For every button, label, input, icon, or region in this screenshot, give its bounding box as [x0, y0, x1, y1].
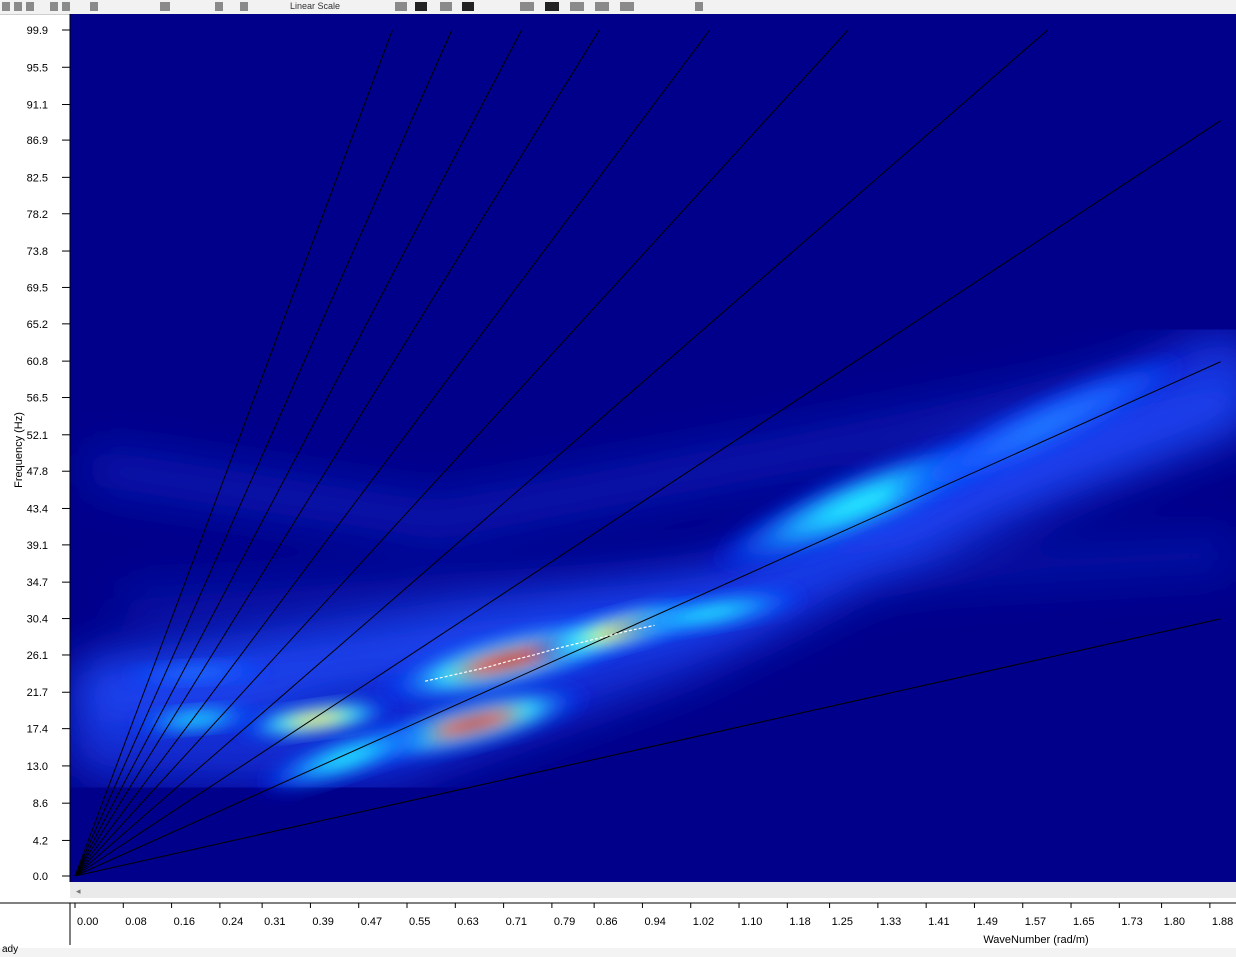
toolbar-button[interactable] [395, 2, 407, 11]
toolbar-button[interactable] [595, 2, 609, 11]
y-tick-label: 8.6 [33, 798, 48, 810]
x-tick-label: 1.18 [789, 916, 810, 928]
y-tick-label: 21.7 [27, 687, 48, 699]
x-tick-label: 1.65 [1073, 916, 1094, 928]
x-tick-label: 0.08 [125, 916, 146, 928]
x-tick-label: 1.73 [1121, 916, 1142, 928]
y-tick-label: 4.2 [33, 835, 48, 847]
toolbar-button[interactable] [50, 2, 58, 11]
toolbar-button[interactable] [620, 2, 634, 11]
y-axis-label: Frequency (Hz) [13, 412, 25, 488]
y-tick-label: 52.1 [27, 430, 48, 442]
x-tick-label: 1.49 [976, 916, 997, 928]
x-tick-label: 1.25 [832, 916, 853, 928]
y-tick-label: 34.7 [27, 577, 48, 589]
toolbar-button[interactable] [415, 2, 427, 11]
toolbar-button[interactable] [570, 2, 584, 11]
y-tick-label: 86.9 [27, 135, 48, 147]
scroll-left-arrow[interactable]: ◂ [76, 886, 81, 896]
horizontal-scrollbar[interactable] [70, 882, 1236, 898]
x-tick-label: 0.63 [457, 916, 478, 928]
y-tick-label: 91.1 [27, 100, 48, 112]
toolbar-button[interactable] [440, 2, 452, 11]
y-tick-label: 78.2 [27, 209, 48, 221]
velocity-line [74, 29, 1048, 877]
y-tick-label: 47.8 [27, 466, 48, 478]
toolbar-button[interactable] [695, 2, 703, 11]
velocity-line [74, 29, 393, 877]
y-tick-label: 13.0 [27, 761, 48, 773]
y-tick-label: 69.5 [27, 282, 48, 294]
x-tick-label: 0.94 [644, 916, 665, 928]
y-tick-label: 65.2 [27, 319, 48, 331]
velocity-line [74, 29, 711, 877]
energy-concentration [600, 587, 818, 640]
energy-concentration [886, 350, 1196, 504]
heatmap-layer [70, 29, 1236, 877]
status-bar: ady [0, 944, 1236, 957]
toolbar-button[interactable] [26, 2, 34, 11]
y-tick-label: 26.1 [27, 650, 48, 662]
energy-band [120, 539, 1236, 621]
velocity-line [74, 120, 1221, 877]
energy-concentration [251, 720, 442, 795]
x-tick-label: 0.16 [174, 916, 195, 928]
toolbar-button[interactable] [2, 2, 10, 11]
x-tick-label: 1.80 [1164, 916, 1185, 928]
y-tick-label: 17.4 [27, 724, 48, 736]
y-tick-label: 82.5 [27, 172, 48, 184]
y-tick-label: 39.1 [27, 540, 48, 552]
x-tick-label: 1.33 [880, 916, 901, 928]
scale-mode-dropdown[interactable]: Linear Scale [290, 1, 341, 11]
x-tick-label: 0.24 [222, 916, 243, 928]
x-tick-label: 1.02 [693, 916, 714, 928]
y-tick-label: 0.0 [33, 871, 48, 883]
picked-dispersion-curve[interactable] [424, 624, 655, 682]
x-tick-label: 0.47 [361, 916, 382, 928]
x-tick-label: 0.31 [264, 916, 285, 928]
y-tick-label: 99.9 [27, 25, 48, 37]
y-tick-label: 30.4 [27, 614, 48, 626]
x-tick-label: 1.88 [1212, 916, 1233, 928]
velocity-line [74, 29, 600, 877]
y-tick-label: 95.5 [27, 62, 48, 74]
x-tick-label: 1.41 [928, 916, 949, 928]
toolbar-button[interactable] [62, 2, 70, 11]
toolbar-button[interactable] [215, 2, 223, 11]
velocity-line [74, 29, 523, 877]
energy-concentration [227, 697, 406, 742]
x-tick-label: 1.10 [741, 916, 762, 928]
toolbar-button[interactable] [545, 2, 559, 11]
y-tick-label: 73.8 [27, 246, 48, 258]
energy-concentration [125, 704, 266, 735]
y-tick-label: 43.4 [27, 503, 48, 515]
y-tick-label: 60.8 [27, 356, 48, 368]
x-tick-label: 0.71 [506, 916, 527, 928]
x-tick-label: 0.79 [554, 916, 575, 928]
velocity-line [74, 29, 849, 877]
toolbar-button[interactable] [160, 2, 170, 11]
x-tick-label: 0.39 [312, 916, 333, 928]
x-axis-label: WaveNumber (rad/m) [983, 934, 1088, 946]
toolbar-button[interactable] [90, 2, 98, 11]
toolbar-button[interactable] [462, 2, 474, 11]
x-tick-label: 0.86 [596, 916, 617, 928]
velocity-line [74, 361, 1221, 877]
toolbar-button[interactable] [520, 2, 534, 11]
energy-concentration [115, 660, 276, 686]
energy-band [85, 347, 1236, 541]
x-tick-label: 0.55 [409, 916, 430, 928]
toolbar-button[interactable] [14, 2, 22, 11]
toolbar-button[interactable] [240, 2, 248, 11]
x-tick-label: 1.57 [1025, 916, 1046, 928]
y-tick-label: 56.5 [27, 393, 48, 405]
velocity-line [74, 29, 453, 877]
status-text: ady [2, 944, 19, 955]
velocity-line [74, 618, 1221, 877]
x-tick-label: 0.00 [77, 916, 98, 928]
